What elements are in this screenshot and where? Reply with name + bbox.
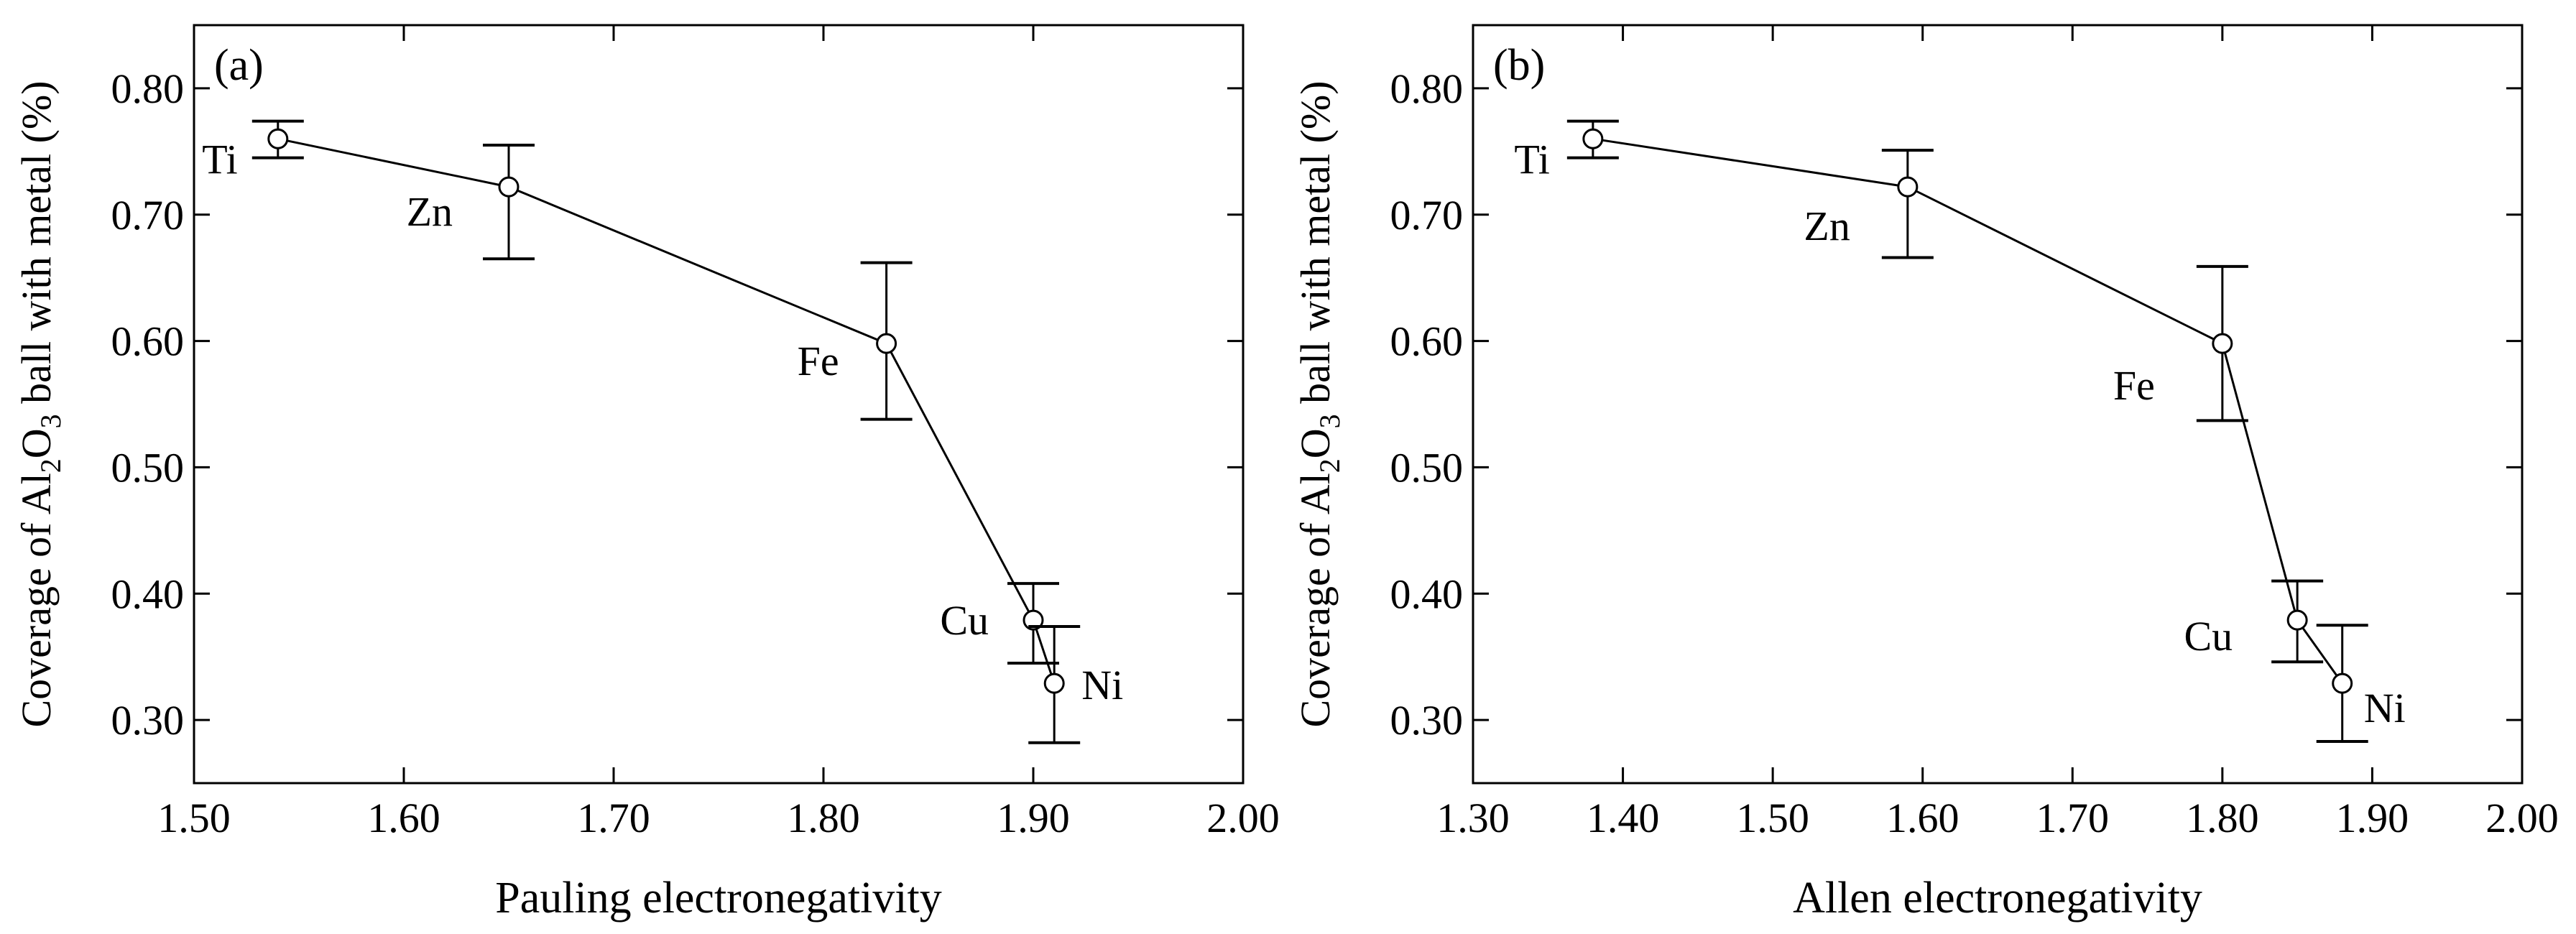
- x-tick-label: 1.60: [1886, 795, 1959, 841]
- y-tick-label: 0.40: [1390, 570, 1464, 617]
- data-point-ti: [267, 128, 289, 149]
- y-tick-label: 0.80: [111, 65, 185, 112]
- point-label-zn: Zn: [1804, 203, 1850, 249]
- x-tick-label: 1.80: [2186, 795, 2259, 841]
- y-axis-title: Coverage of Al2O3 ball with metal (%): [13, 80, 67, 727]
- data-point-ti: [1582, 128, 1604, 149]
- point-label-ni: Ni: [2364, 685, 2406, 731]
- panel-label: (a): [214, 41, 264, 90]
- data-point-zn: [498, 176, 520, 198]
- point-label-cu: Cu: [940, 597, 989, 644]
- point-label-ni: Ni: [1081, 662, 1123, 708]
- x-tick-label: 1.40: [1587, 795, 1660, 841]
- data-point-ni: [1043, 672, 1065, 694]
- y-tick-label: 0.40: [111, 570, 185, 617]
- data-point-fe: [876, 333, 897, 354]
- plot-frame: [1472, 24, 2524, 785]
- y-tick-label: 0.30: [111, 697, 185, 744]
- y-axis-title: Coverage of Al2O3 ball with metal (%): [1292, 80, 1346, 727]
- data-point-zn: [1897, 176, 1919, 198]
- y-tick-label: 0.80: [1390, 65, 1464, 112]
- point-label-fe: Fe: [798, 338, 839, 384]
- x-axis-title: Allen electronegativity: [1793, 874, 2202, 923]
- x-tick-label: 2.00: [2485, 795, 2559, 841]
- y-tick-label: 0.70: [111, 192, 185, 239]
- plot-frame: [193, 24, 1245, 785]
- x-tick-label: 1.70: [2036, 795, 2110, 841]
- x-tick-label: 1.70: [577, 795, 650, 841]
- y-tick-label: 0.50: [111, 444, 185, 491]
- chart-panel-a: 1.50 1.60 1.70 1.80 1.90 2.00 0.30 0.40 0.50 0.60…: [13, 24, 1280, 923]
- chart-panel-b: 1.30 1.40 1.50 1.60 1.70 1.80 1.90 2.00 0.30 0.40…: [1292, 24, 2559, 923]
- x-tick-label: 1.60: [367, 795, 440, 841]
- point-label-zn: Zn: [407, 188, 453, 235]
- x-tick-label: 1.30: [1436, 795, 1510, 841]
- y-tick-label: 0.30: [1390, 697, 1464, 744]
- x-tick-label: 1.50: [1736, 795, 1809, 841]
- x-tick-label: 2.00: [1206, 795, 1280, 841]
- point-label-fe: Fe: [2113, 362, 2155, 409]
- point-label-ti: Ti: [1514, 136, 1550, 182]
- x-tick-label: 1.90: [997, 795, 1070, 841]
- data-point-fe: [2212, 333, 2233, 354]
- panel-label: (b): [1493, 41, 1545, 90]
- x-tick-label: 1.90: [2336, 795, 2409, 841]
- point-label-cu: Cu: [2184, 613, 2233, 660]
- y-tick-label: 0.70: [1390, 192, 1464, 239]
- series-line: [1592, 137, 2343, 684]
- x-tick-label: 1.80: [787, 795, 860, 841]
- data-point-cu: [2286, 609, 2308, 631]
- data-point-ni: [2332, 672, 2353, 694]
- y-tick-label: 0.60: [111, 318, 185, 365]
- series-line: [277, 137, 1056, 684]
- x-tick-label: 1.50: [157, 795, 231, 841]
- x-axis-title: Pauling electronegativity: [495, 874, 942, 923]
- point-label-ti: Ti: [202, 136, 238, 182]
- y-tick-label: 0.50: [1390, 444, 1464, 491]
- data-point-cu: [1022, 609, 1044, 631]
- y-tick-label: 0.60: [1390, 318, 1464, 365]
